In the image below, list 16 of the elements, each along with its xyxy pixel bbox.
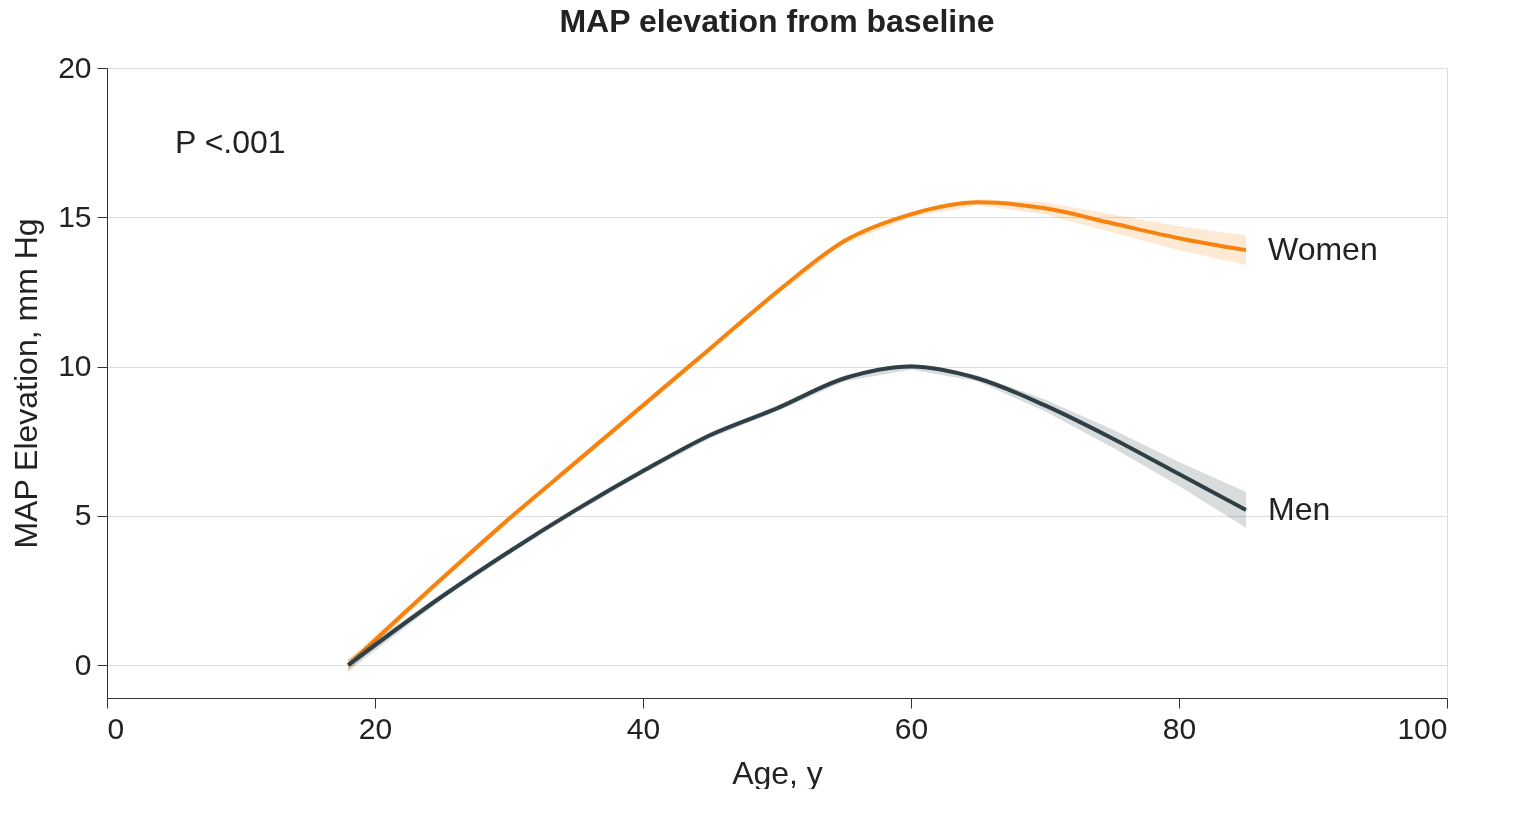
x-tick-label: 20 [358,711,393,745]
x-tick-label: 0 [107,711,125,745]
y-tick-label: 0 [74,647,92,681]
series-label: Men [1268,490,1331,527]
series-label: Women [1268,231,1378,268]
annotation: P <.001 [175,124,286,160]
x-tick-label: 60 [894,711,929,745]
x-tick-label: 100 [1397,711,1448,745]
y-tick-label: 20 [58,50,92,84]
y-tick-label: 10 [58,349,92,383]
y-tick-label: 5 [74,498,92,532]
x-tick-label: 80 [1162,711,1197,745]
chart-title: MAP elevation from baseline [559,3,995,39]
x-tick-label: 40 [626,711,661,745]
y-tick-label: 15 [58,199,92,233]
y-axis-title: MAP Elevation, mm Hg [8,218,45,549]
